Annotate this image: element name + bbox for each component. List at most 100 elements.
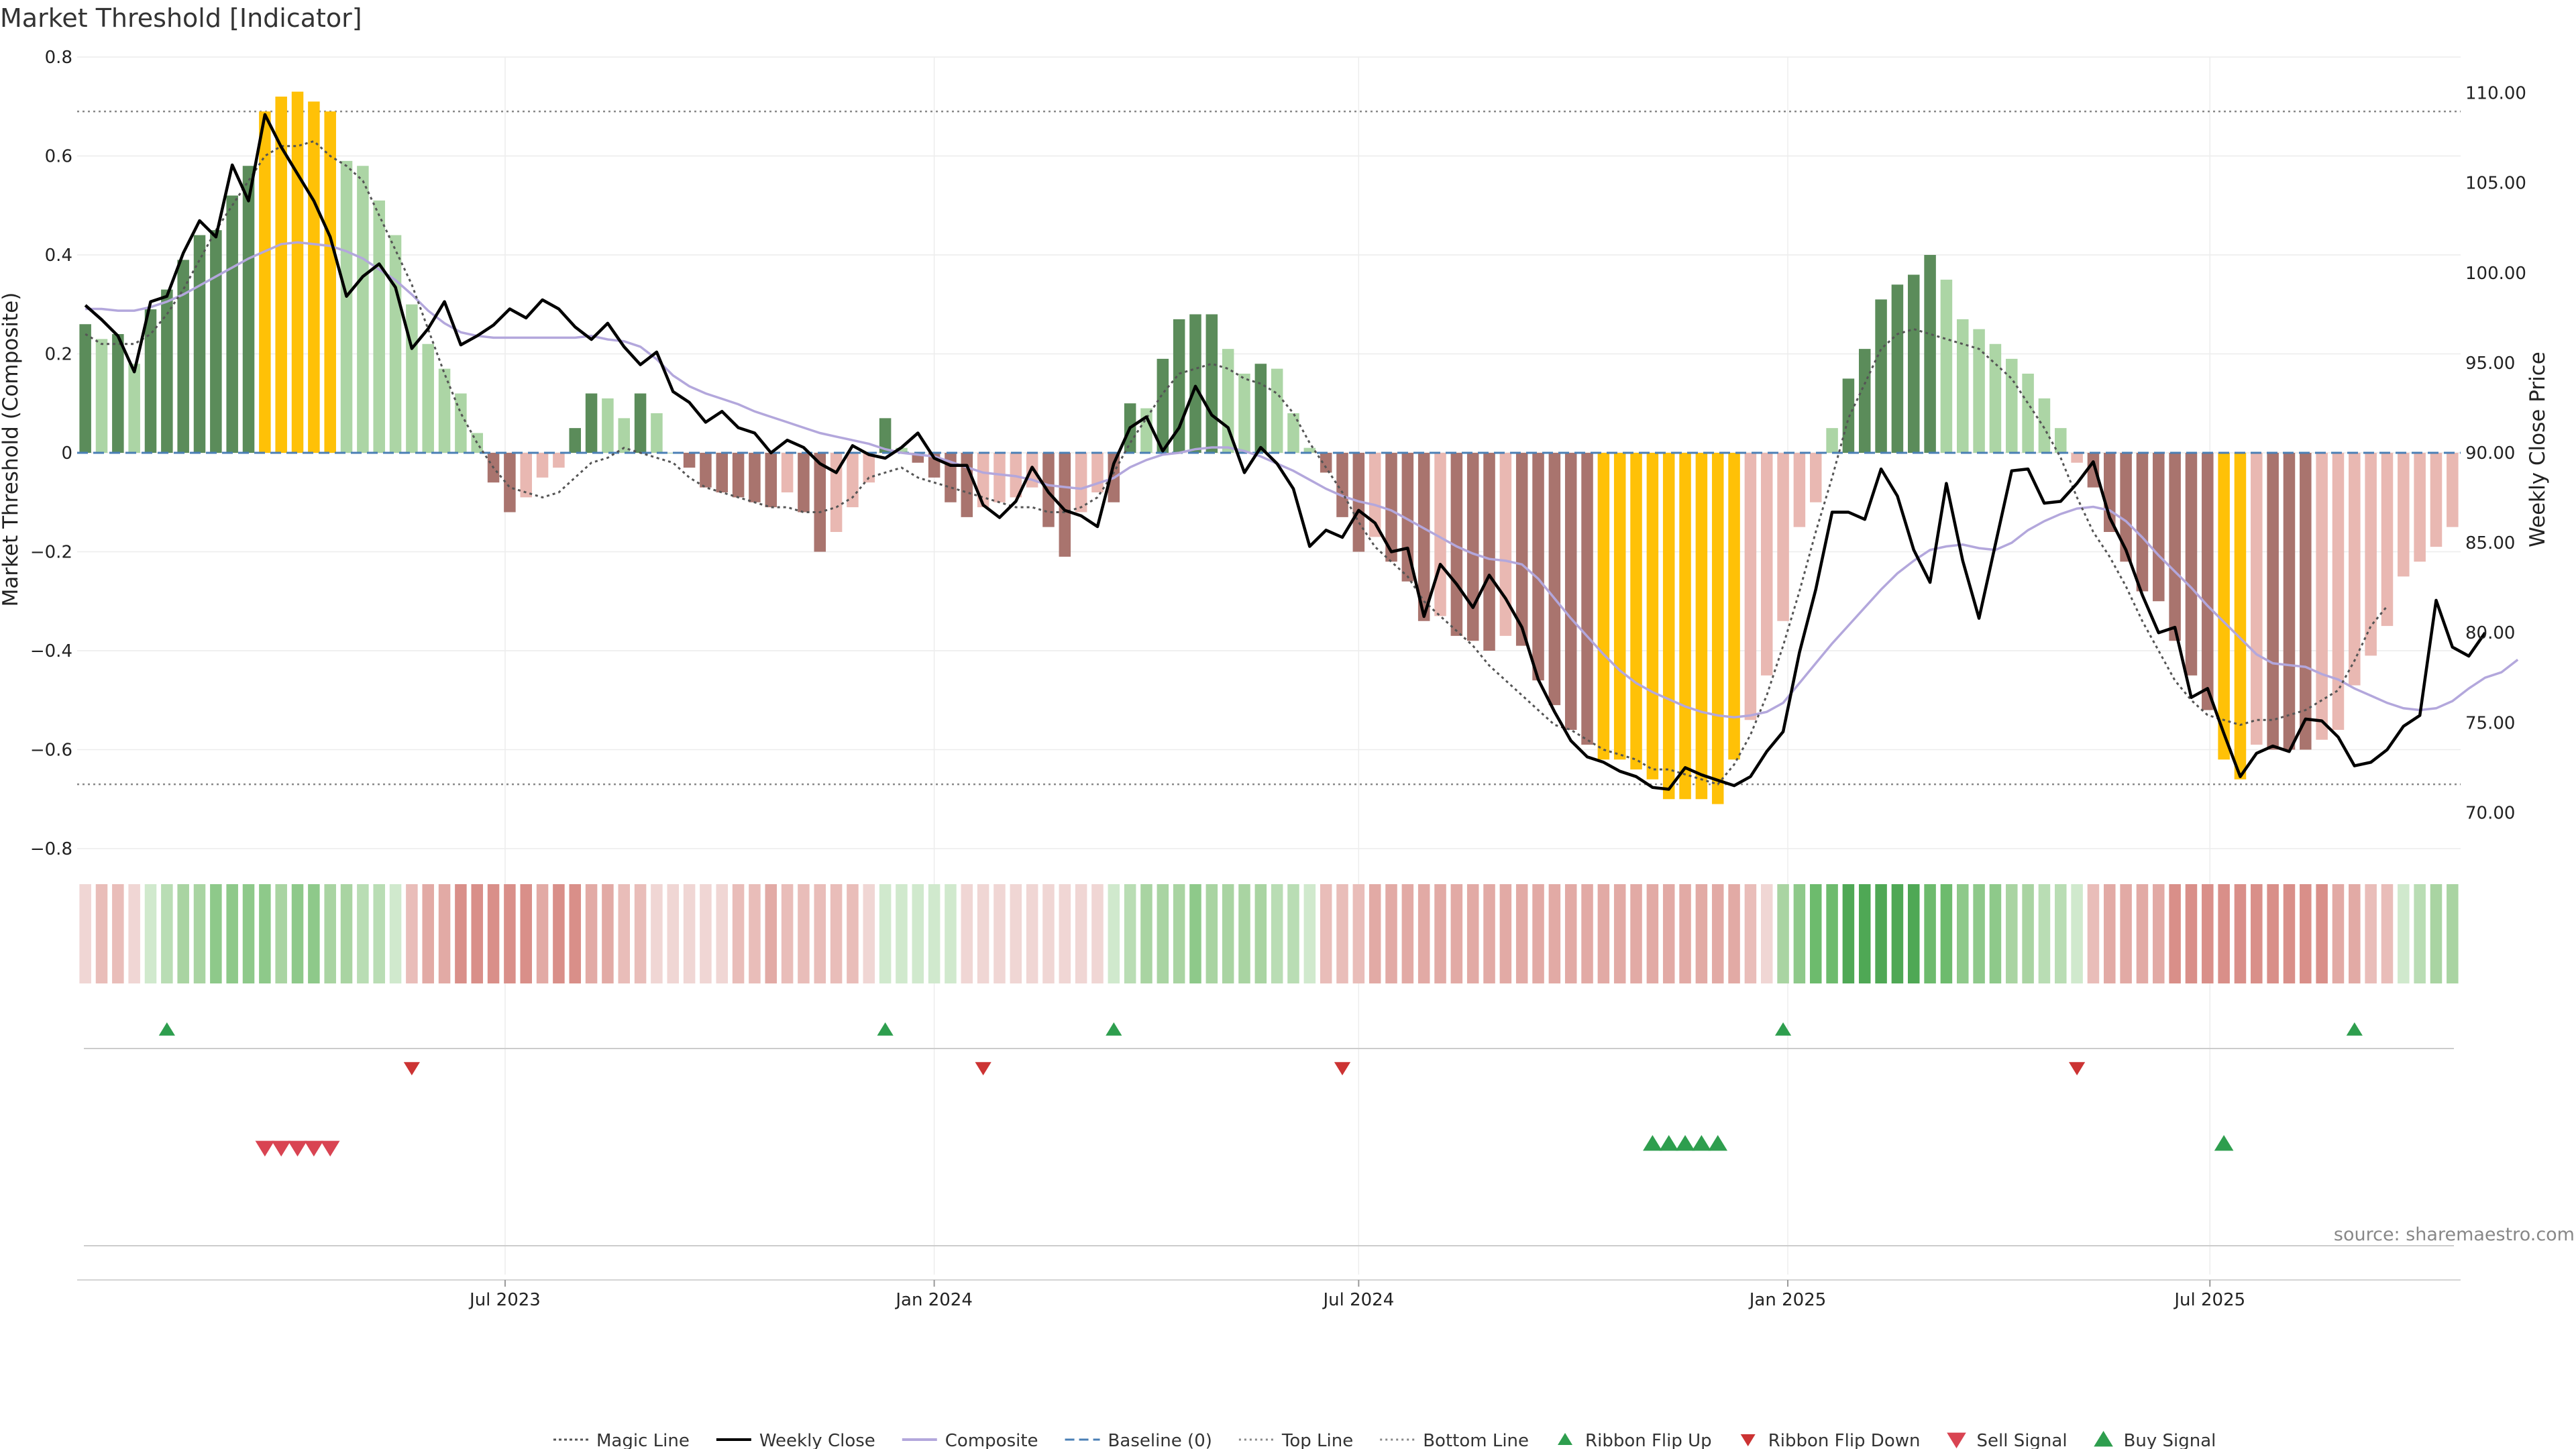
composite-bar: [1858, 349, 1871, 453]
y-tick-label-right: 100.00: [2465, 264, 2526, 284]
legend-label-flipup: Ribbon Flip Up: [1585, 1431, 1712, 1449]
ribbon-cell: [161, 884, 173, 983]
ribbon-cell: [2234, 884, 2247, 983]
ribbon-cell: [1189, 884, 1201, 983]
ribbon-cell: [1907, 884, 1920, 983]
ribbon-cell: [2136, 884, 2149, 983]
ribbon-cell: [128, 884, 140, 983]
ribbon-flip-down-marker: [2069, 1062, 2086, 1075]
ribbon-flip-up-marker: [158, 1022, 175, 1036]
ribbon-flip-down-marker: [403, 1062, 420, 1075]
ribbon-cell: [749, 884, 761, 983]
composite-bar: [2414, 453, 2426, 562]
ribbon-cell: [1157, 884, 1169, 983]
ribbon-cell: [1434, 884, 1446, 983]
buy-signal-marker: [1675, 1135, 1695, 1151]
ribbon-cell: [1564, 884, 1577, 983]
ribbon-cell: [1532, 884, 1544, 983]
ribbon-cell: [1108, 884, 1120, 983]
ribbon-cell: [1728, 884, 1740, 983]
ribbon-cell: [2283, 884, 2296, 983]
composite-bar: [128, 364, 140, 453]
composite-bar: [2185, 453, 2198, 676]
ribbon-cell: [95, 884, 108, 983]
ribbon-cell: [2218, 884, 2230, 983]
composite-bar: [1973, 329, 1985, 453]
composite-bar: [994, 453, 1006, 502]
buy-signal-marker: [1659, 1135, 1679, 1151]
ribbon-cell: [1271, 884, 1283, 983]
buy-signal-marker: [1692, 1135, 1711, 1151]
composite-bar: [1368, 453, 1381, 537]
composite-bar: [275, 97, 287, 453]
composite-bar: [291, 91, 304, 453]
composite-bar: [879, 418, 892, 453]
weekly-close-line: [84, 113, 2487, 791]
y-tick-label-left: −0.6: [30, 741, 72, 761]
y-tick-label-right: 75.00: [2465, 713, 2515, 733]
ribbon-cell: [1059, 884, 1071, 983]
composite-bar: [1254, 364, 1267, 453]
ribbon-cell: [1515, 884, 1528, 983]
x-tick-label: Jul 2024: [1322, 1290, 1394, 1310]
sell-signal-marker: [320, 1140, 340, 1157]
composite-bar: [79, 324, 91, 453]
composite-bar: [536, 453, 549, 478]
ribbon-cell: [1401, 884, 1414, 983]
ribbon-cell: [1385, 884, 1397, 983]
composite-bar: [683, 453, 696, 468]
composite-bar: [1760, 453, 1773, 676]
ribbon-cell: [2381, 884, 2394, 983]
ribbon-cell: [2169, 884, 2181, 983]
composite-bar: [2153, 453, 2165, 602]
x-tick-label: Jul 2023: [468, 1290, 541, 1310]
ribbon-flip-up-marker: [877, 1022, 894, 1036]
legend-item-sell: Sell Signal: [1947, 1431, 2068, 1449]
composite-bar: [1728, 453, 1740, 760]
composite-bar: [977, 453, 989, 508]
y-tick-label-left: 0.2: [45, 345, 72, 365]
ribbon-cell: [438, 884, 451, 983]
buy-signal-marker: [2214, 1135, 2234, 1151]
composite-bar: [1842, 378, 1855, 453]
composite-bar: [1140, 408, 1152, 453]
composite-bars: [79, 91, 2459, 804]
composite-bar: [1320, 453, 1332, 473]
legend-swatch-flipdown: [1740, 1434, 1756, 1446]
legend-swatch-buy: [2094, 1431, 2113, 1447]
composite-bar: [2267, 453, 2279, 750]
composite-bar: [1989, 343, 2002, 453]
composite-bar: [1711, 453, 1724, 804]
composite-bar: [1613, 453, 1626, 760]
composite-bar: [1940, 279, 1953, 453]
y-tick-label-right: 80.00: [2465, 623, 2515, 643]
composite-bar: [1303, 447, 1316, 453]
composite-bar: [2365, 453, 2377, 656]
ribbon-cell: [1973, 884, 1985, 983]
composite-bar: [112, 334, 124, 453]
composite-bar: [1809, 453, 1822, 502]
grid-lines: [77, 56, 2461, 1275]
composite-bar: [553, 453, 565, 468]
ribbon-cell: [1989, 884, 2002, 983]
axes: Jul 2023 Jan 2024 Jul 2024 Jan 2025 Jul 2025…: [30, 48, 2526, 1310]
composite-bar: [847, 453, 859, 508]
ribbon-cell: [210, 884, 222, 983]
ribbon-cell: [357, 884, 369, 983]
ribbon-cell: [1548, 884, 1561, 983]
composite-bar: [618, 418, 631, 453]
ribbon-cell: [1140, 884, 1152, 983]
composite-bar: [1417, 453, 1430, 621]
ribbon-flip-up-marker: [1774, 1022, 1792, 1036]
composite-bar: [193, 235, 206, 453]
composite-bar: [634, 393, 647, 453]
composite-bar: [373, 200, 385, 453]
ribbon-cell: [814, 884, 826, 983]
composite-bar: [2055, 428, 2067, 453]
composite-bar: [1679, 453, 1691, 800]
ribbon-cell: [2087, 884, 2100, 983]
composite-bar: [1515, 453, 1528, 646]
x-tick-label: Jul 2025: [2173, 1290, 2245, 1310]
composite-bar: [2169, 453, 2181, 641]
ribbon-cell: [2251, 884, 2263, 983]
